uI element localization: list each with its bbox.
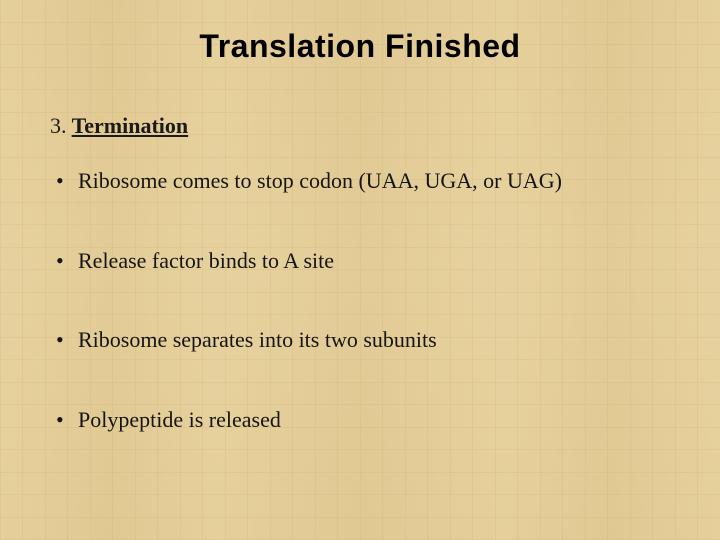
- bullet-text: Release factor binds to A site: [78, 248, 334, 273]
- section-number: 3.: [50, 113, 67, 138]
- list-item: Ribosome separates into its two subunits: [50, 326, 670, 354]
- bullet-text: Ribosome separates into its two subunits: [78, 327, 437, 352]
- slide-container: Translation Finished 3. Termination Ribo…: [0, 0, 720, 540]
- bullet-text: Ribosome comes to stop codon (UAA, UGA, …: [78, 168, 562, 193]
- list-item: Polypeptide is released: [50, 406, 670, 434]
- list-item: Ribosome comes to stop codon (UAA, UGA, …: [50, 167, 670, 195]
- section-label: Termination: [72, 113, 189, 138]
- bullet-text: Polypeptide is released: [78, 407, 281, 432]
- list-item: Release factor binds to A site: [50, 247, 670, 275]
- slide-title: Translation Finished: [50, 28, 670, 65]
- bullet-list: Ribosome comes to stop codon (UAA, UGA, …: [50, 167, 670, 433]
- section-heading: 3. Termination: [50, 113, 670, 139]
